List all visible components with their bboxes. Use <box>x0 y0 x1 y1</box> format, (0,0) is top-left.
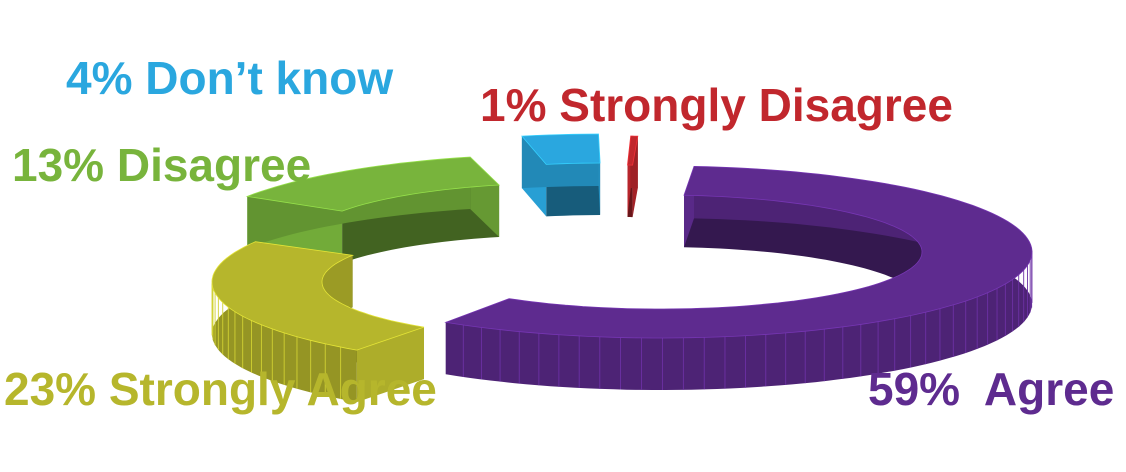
slice-label-strongly-agree: 23% Strongly Agree <box>4 363 437 415</box>
slice-label-agree: 59% Agree <box>868 363 1115 415</box>
slice-end-cap-sagree <box>356 327 424 403</box>
slice-top-agree <box>444 165 1033 339</box>
chart-slices <box>211 133 1033 403</box>
slice-label-dont-know: 4% Don’t know <box>66 52 394 104</box>
slice-label-disagree: 13% Disagree <box>12 139 312 191</box>
slice-top-disagree <box>245 156 501 212</box>
slice-top-sagree <box>211 241 425 351</box>
slice-top-sdisagree <box>627 135 639 166</box>
slice-top-dontknow <box>521 133 601 165</box>
slice-label-strongly-disagree: 1% Strongly Disagree <box>480 79 953 131</box>
